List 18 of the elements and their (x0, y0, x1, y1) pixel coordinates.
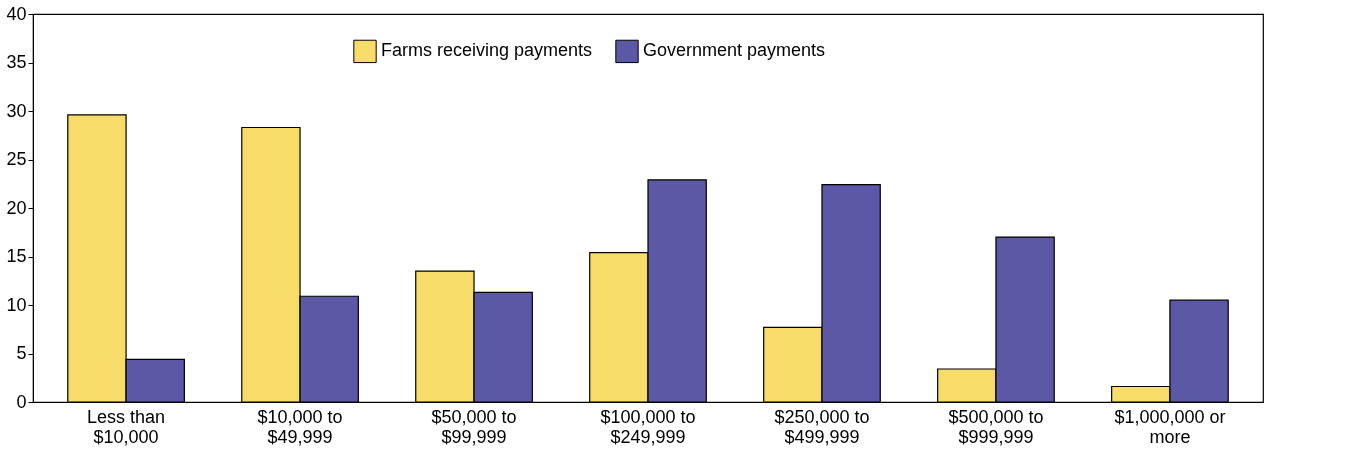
y-tick-label: 40 (6, 3, 27, 24)
x-tick-label: $250,000 to $499,999 (774, 406, 870, 447)
x-tick-label: $500,000 to $999,999 (948, 406, 1044, 447)
y-tick-label: 15 (6, 246, 27, 266)
x-tick-label: $10,000 to $49,999 (257, 406, 343, 447)
x-tick-label: Less than $10,000 (87, 406, 166, 447)
x-tick-label: $100,000 to $249,999 (600, 406, 696, 447)
y-tick-label: 0 (16, 391, 27, 412)
legend-label: Government payments (643, 40, 826, 61)
y-tick-label: 20 (6, 197, 27, 218)
x-tick-label: $50,000 to $99,999 (431, 406, 517, 447)
legend-label: Farms receiving payments (381, 40, 593, 61)
x-tick-label: $1,000,000 or more (1114, 406, 1226, 447)
y-tick-label: 35 (6, 52, 27, 72)
y-tick-label: 10 (6, 294, 27, 315)
y-tick-label: 5 (16, 343, 27, 363)
y-tick-label: 25 (6, 149, 27, 169)
y-tick-label: 30 (6, 100, 27, 121)
